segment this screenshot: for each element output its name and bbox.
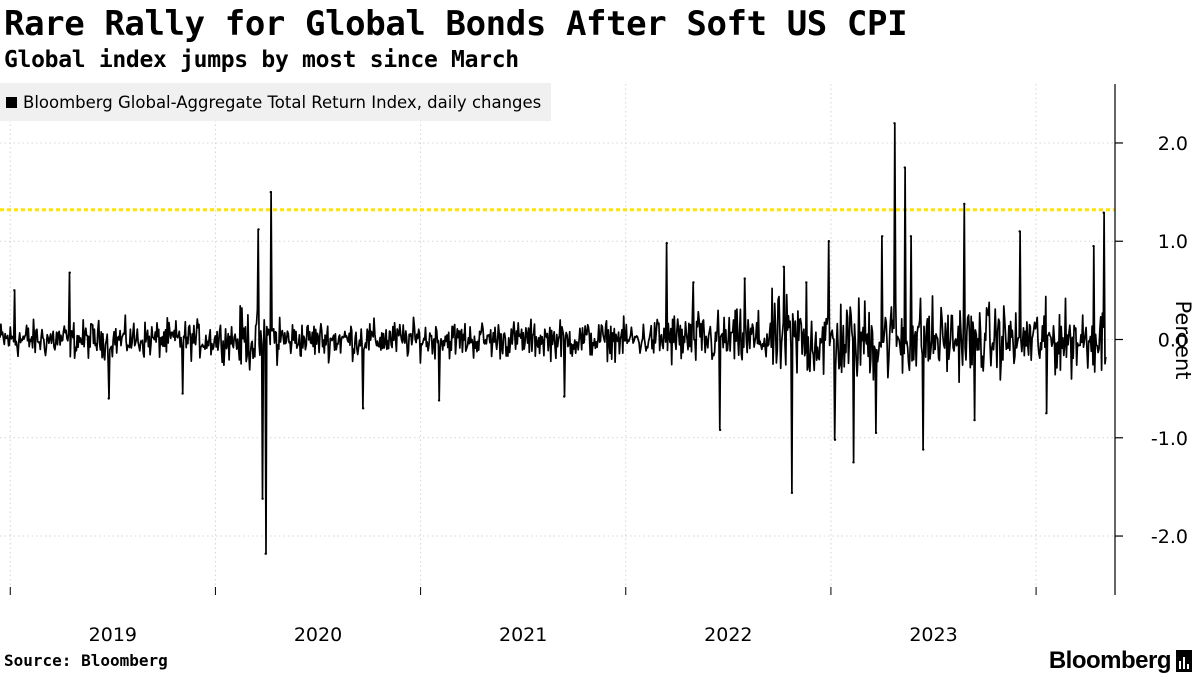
chart-title: Rare Rally for Global Bonds After Soft U… [4,4,908,44]
spike-point [1102,211,1105,214]
spike-point [261,497,264,500]
spike-point [692,281,695,284]
x-tick-label: 2020 [294,624,342,646]
series-line [0,122,1107,555]
spike-point [1092,244,1095,248]
legend-label: Bloomberg Global-Aggregate Total Return … [23,92,542,112]
legend-swatch [6,96,17,108]
y-tick-label: 1.0 [1158,231,1188,253]
spike-point [973,418,976,422]
x-tick-label: 2022 [704,624,752,646]
spike-point [852,461,855,464]
y-tick-label: -2.0 [1151,526,1188,548]
y-tick-label: 0.0 [1158,330,1188,352]
y-axis-ticks: 2.0 1.0 0.0 -1.0 -2.0 [1115,133,1188,548]
y-tick-label: 2.0 [1158,133,1188,155]
spike-point [881,235,884,238]
spike-point [743,277,746,280]
bloomberg-logo: Bloomberg [1049,647,1192,675]
x-tick-label: 2023 [909,624,957,646]
spike-point [718,428,722,432]
spike-point [790,491,794,494]
spike-point [181,392,184,395]
spike-point [13,289,16,292]
chart-subtitle: Global index jumps by most since March [4,47,519,73]
logo-wordmark: Bloomberg [1048,647,1172,674]
y-tick-label: -1.0 [1151,428,1188,450]
y-axis-title: Percent [1171,300,1195,379]
x-axis-ticks [9,587,1037,595]
spike-point [922,448,925,451]
legend: Bloomberg Global-Aggregate Total Return … [0,83,552,121]
spike-point [361,407,365,410]
source-note: Source: Bloomberg [4,651,168,670]
x-tick-label: 2021 [499,624,547,646]
spike-point [805,281,808,284]
series-layer [0,122,1107,555]
spike-point [909,235,913,238]
spike-point [437,399,441,402]
spike-point [1045,412,1048,415]
spike-point [665,241,668,245]
spike-point [563,395,566,398]
spike-point [874,431,878,435]
spike-point [257,228,260,231]
spike-point [269,190,273,194]
x-axis-labels: 2019 2020 2021 2022 2023 [89,624,958,646]
spike-point [833,438,837,441]
spike-point [68,271,71,274]
x-tick-label: 2019 [89,624,137,646]
spike-point [1018,230,1021,233]
spike-point [893,122,896,125]
spike-point [963,202,966,206]
bloomberg-terminal-icon [1176,650,1192,672]
spike-point [264,552,267,555]
spike-point [903,166,906,169]
spike-point [827,240,831,243]
spike-point [107,397,110,400]
spike-point [782,265,785,268]
